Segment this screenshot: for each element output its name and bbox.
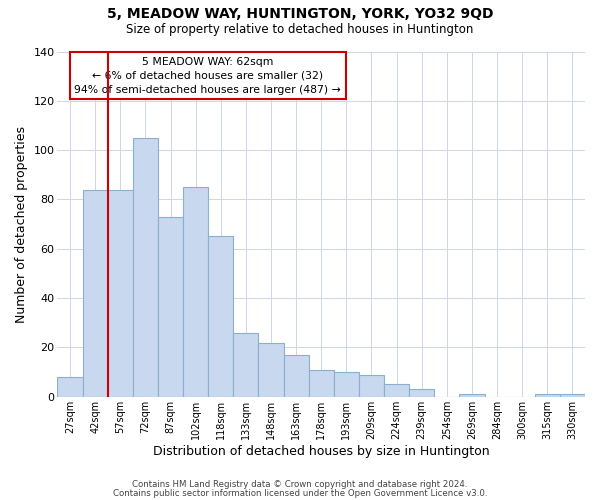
Bar bbox=[308, 370, 334, 397]
Bar bbox=[384, 384, 409, 397]
Bar bbox=[208, 236, 233, 397]
Bar bbox=[58, 377, 83, 397]
Text: Contains HM Land Registry data © Crown copyright and database right 2024.: Contains HM Land Registry data © Crown c… bbox=[132, 480, 468, 489]
Bar bbox=[259, 342, 284, 397]
Text: Contains public sector information licensed under the Open Government Licence v3: Contains public sector information licen… bbox=[113, 488, 487, 498]
Bar bbox=[560, 394, 585, 397]
Bar bbox=[334, 372, 359, 397]
Text: Size of property relative to detached houses in Huntington: Size of property relative to detached ho… bbox=[127, 22, 473, 36]
Y-axis label: Number of detached properties: Number of detached properties bbox=[15, 126, 28, 322]
Bar bbox=[83, 190, 108, 397]
Bar bbox=[133, 138, 158, 397]
Text: 5, MEADOW WAY, HUNTINGTON, YORK, YO32 9QD: 5, MEADOW WAY, HUNTINGTON, YORK, YO32 9Q… bbox=[107, 8, 493, 22]
Bar bbox=[460, 394, 485, 397]
Bar bbox=[183, 187, 208, 397]
Bar bbox=[284, 355, 308, 397]
X-axis label: Distribution of detached houses by size in Huntington: Distribution of detached houses by size … bbox=[153, 444, 490, 458]
Bar bbox=[108, 190, 133, 397]
Bar bbox=[158, 216, 183, 397]
Bar bbox=[359, 374, 384, 397]
Bar bbox=[409, 390, 434, 397]
Bar bbox=[233, 332, 259, 397]
Bar bbox=[535, 394, 560, 397]
Text: 5 MEADOW WAY: 62sqm
← 6% of detached houses are smaller (32)
94% of semi-detache: 5 MEADOW WAY: 62sqm ← 6% of detached hou… bbox=[74, 56, 341, 94]
